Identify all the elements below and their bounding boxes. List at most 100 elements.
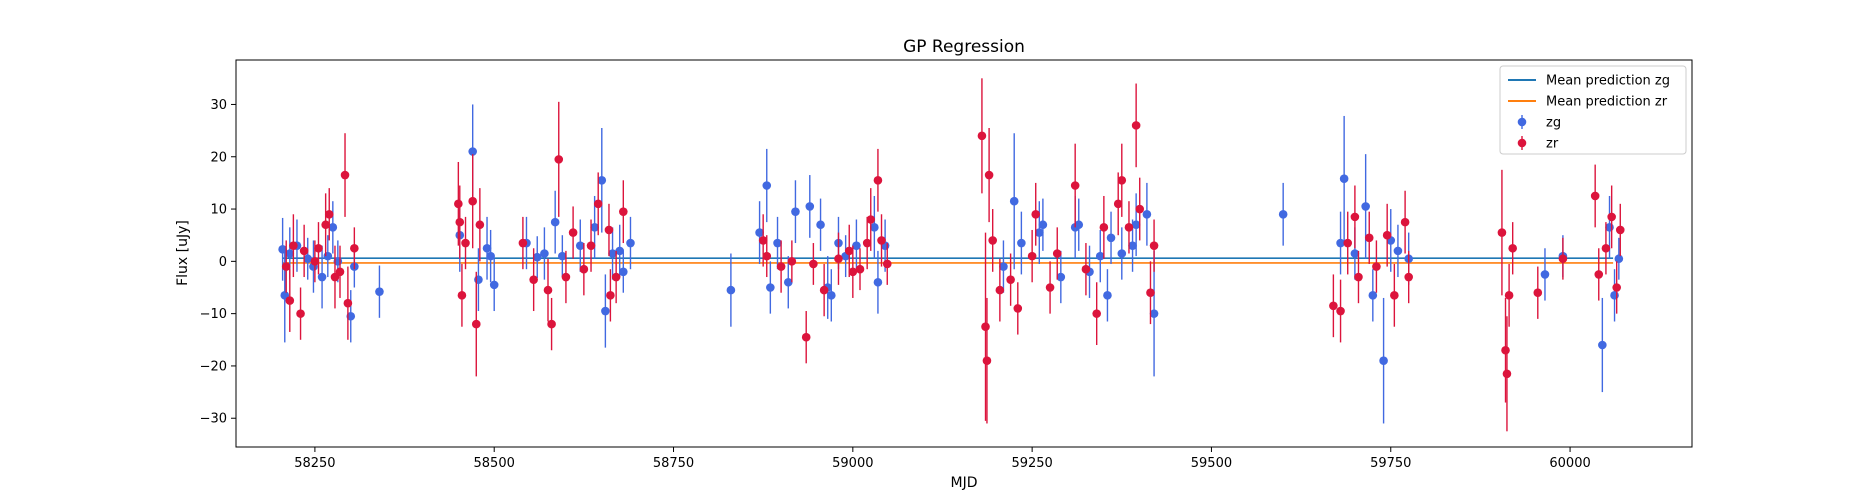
data-point-zr	[982, 356, 992, 366]
data-point-zr	[1508, 243, 1517, 253]
data-point-zg	[873, 277, 883, 287]
data-point-zr	[343, 298, 353, 308]
data-point-zr	[1031, 209, 1041, 219]
y-tick-label: −30	[200, 412, 227, 427]
data-point-zr	[1070, 181, 1080, 190]
data-point-zg	[608, 249, 617, 258]
data-point-zg	[1379, 356, 1388, 366]
y-tick-label: −10	[200, 307, 227, 322]
y-tick-label: 30	[210, 98, 227, 113]
data-point-zg	[619, 267, 628, 277]
plot-area	[278, 78, 1625, 432]
data-point-zr	[299, 246, 309, 256]
data-point-zr	[1364, 233, 1374, 243]
data-point-zr	[1354, 272, 1363, 282]
data-point-zr	[611, 272, 621, 282]
data-point-zg	[1149, 309, 1159, 318]
data-point-zr	[1594, 270, 1604, 279]
data-point-zr	[518, 238, 528, 248]
data-point-zr	[285, 296, 295, 305]
data-point-zr	[1607, 212, 1616, 222]
data-point-zg	[852, 241, 861, 250]
data-point-zr	[866, 215, 876, 224]
data-point-zr	[1131, 121, 1141, 130]
data-point-zg	[1368, 291, 1378, 300]
data-point-zg	[468, 147, 477, 156]
data-point-zr	[1052, 249, 1062, 258]
legend-label: zg	[1546, 116, 1561, 131]
data-point-zg	[303, 254, 313, 264]
data-point-zr	[314, 243, 323, 253]
data-point-zr	[855, 264, 865, 274]
data-point-zg	[626, 238, 635, 248]
data-point-zr	[981, 322, 990, 332]
data-point-zg	[482, 243, 492, 253]
data-point-zr	[461, 238, 470, 248]
data-point-zr	[455, 217, 465, 227]
data-point-zg	[1393, 246, 1403, 256]
data-point-zr	[1113, 199, 1123, 209]
data-point-zr	[350, 243, 359, 253]
data-point-zr	[1400, 217, 1410, 227]
data-point-zr	[310, 257, 320, 266]
data-point-zg	[1106, 233, 1116, 243]
data-point-zg	[1540, 270, 1550, 279]
legend-label: zr	[1546, 137, 1559, 152]
data-point-zg	[474, 275, 483, 284]
data-point-zr	[862, 238, 872, 248]
data-point-zg	[1614, 254, 1624, 264]
data-point-zr	[1117, 175, 1127, 185]
data-point-zg	[317, 272, 327, 282]
data-point-zg	[575, 241, 585, 250]
data-point-zr	[335, 267, 345, 277]
x-tick-label: 59500	[1191, 456, 1232, 471]
data-point-zg	[1128, 241, 1137, 250]
data-point-zr	[457, 291, 467, 300]
data-point-zr	[1601, 243, 1611, 253]
data-point-zr	[579, 264, 589, 274]
x-axis-label: MJD	[951, 475, 978, 491]
data-point-zg	[762, 181, 772, 190]
data-point-zg	[597, 175, 607, 185]
data-point-zr	[475, 220, 485, 230]
data-point-zr	[586, 241, 596, 250]
data-point-zg	[285, 249, 295, 258]
axes-frame	[235, 59, 1693, 448]
data-point-zg	[1278, 209, 1288, 219]
data-point-zg	[615, 246, 625, 256]
data-point-zr	[468, 196, 477, 206]
y-tick-label: −20	[200, 359, 227, 374]
data-point-zr	[1343, 238, 1353, 248]
legend-marker-swatch	[1517, 117, 1527, 127]
y-axis-label: Flux [uJy]	[175, 220, 191, 286]
data-point-zr	[1533, 288, 1543, 298]
data-point-zg	[816, 220, 825, 230]
data-point-zg	[783, 277, 793, 287]
data-point-zr	[561, 272, 571, 282]
data-point-zr	[321, 220, 330, 230]
data-point-zg	[870, 223, 879, 232]
data-point-zg	[1610, 291, 1619, 300]
data-point-zg	[601, 306, 610, 316]
data-point-zg	[532, 252, 542, 262]
data-point-zr	[554, 155, 564, 164]
data-point-zr	[454, 199, 463, 209]
y-axis: −30 −20 −10 0 10 20 30	[200, 98, 236, 427]
data-point-zr	[1497, 228, 1507, 237]
data-point-zr	[529, 275, 538, 284]
data-point-zr	[1013, 304, 1023, 313]
data-point-zg	[1035, 228, 1044, 237]
data-point-zr	[1612, 283, 1621, 292]
data-point-zr	[1404, 272, 1413, 282]
data-point-zg	[540, 249, 549, 258]
data-point-zg	[323, 251, 333, 261]
data-point-zr	[776, 262, 786, 271]
data-point-zr	[1135, 204, 1145, 214]
data-point-zr	[1124, 223, 1134, 232]
data-point-zr	[801, 332, 811, 342]
data-point-zr	[1390, 291, 1399, 300]
data-point-zg	[827, 291, 836, 300]
data-point-zr	[324, 209, 334, 219]
data-point-zg	[773, 238, 782, 248]
